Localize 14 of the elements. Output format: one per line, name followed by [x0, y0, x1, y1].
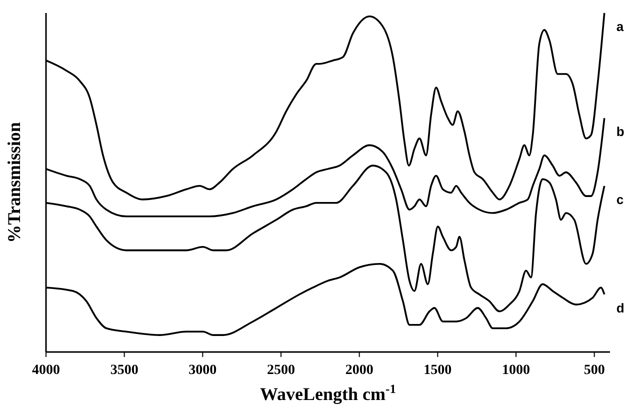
x-axis-title: WaveLength cm$^{-1}$: [260, 382, 396, 404]
x-tick-label: 1000: [502, 363, 530, 378]
series-label: a: [616, 19, 624, 34]
series-label: b: [616, 124, 624, 140]
x-tick-label: 3000: [188, 363, 217, 378]
series-label: c: [616, 192, 624, 207]
x-tick-label: 2000: [345, 363, 374, 378]
series-label: d: [616, 300, 624, 316]
x-tick-label: 3500: [110, 363, 138, 378]
y-axis-title: %Transmission: [4, 122, 24, 243]
x-tick-label: 500: [584, 363, 605, 378]
x-tick-label: 2500: [267, 363, 295, 378]
x-tick-label: 1500: [424, 363, 452, 378]
x-tick-label: 4000: [32, 363, 60, 378]
